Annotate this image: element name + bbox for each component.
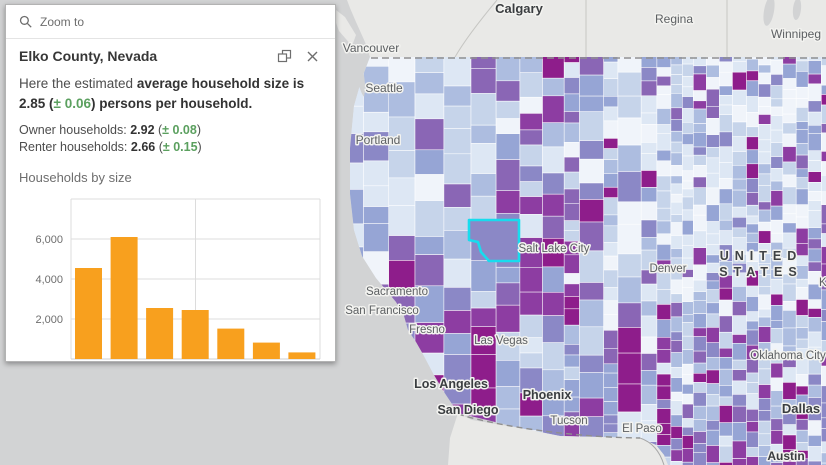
y-tick-label: 6,000	[35, 234, 63, 246]
city-label: Calgary	[495, 1, 543, 16]
dock-icon	[277, 49, 291, 63]
city-label: Portland	[356, 133, 401, 147]
city-label: Austin	[767, 449, 804, 463]
city-label: El Paso	[622, 423, 662, 435]
zoom-to-label: Zoom to	[40, 14, 85, 29]
city-label: Phoenix	[523, 388, 572, 402]
city-label: Oklahoma City	[750, 350, 826, 362]
popup: Zoom to Elko County, Nevada Here the est…	[5, 4, 336, 362]
lake	[792, 0, 802, 20]
bar	[146, 308, 174, 359]
zoom-to-button[interactable]: Zoom to	[6, 5, 335, 39]
city-label: Seattle	[365, 81, 403, 95]
renter-households-line: Renter households: 2.66 (± 0.15)	[19, 140, 202, 154]
close-button[interactable]	[303, 48, 321, 64]
tenure-stats: Owner households: 2.92 (± 0.08) Renter h…	[19, 122, 319, 156]
city-label: Las Vegas	[474, 335, 528, 347]
city-label: Winnipeg	[771, 27, 821, 41]
city-label: Los Angeles	[414, 377, 488, 391]
country-label: UNITED STATES	[718, 248, 803, 281]
city-label: Kansas City	[819, 277, 826, 289]
us-mexico-border	[457, 413, 641, 439]
zoom-to-icon	[19, 15, 32, 28]
city-label: San Diego	[437, 403, 498, 417]
margin-of-error: ± 0.08	[162, 123, 197, 137]
city-label: Sacramento	[366, 286, 428, 298]
chart-title: Households by size	[19, 170, 132, 185]
bar	[75, 268, 102, 359]
city-label: Tucson	[550, 415, 587, 427]
city-label: Regina	[655, 12, 693, 26]
popup-body: Here the estimated average household siz…	[6, 74, 335, 370]
rio-grande	[639, 437, 665, 465]
popup-title: Elko County, Nevada	[19, 48, 158, 64]
summary-text: Here the estimated average household siz…	[19, 76, 305, 111]
bar	[252, 342, 280, 359]
bar	[110, 237, 138, 359]
city-label: Vancouver	[343, 41, 399, 55]
city-label: San Francisco	[345, 305, 419, 317]
bar	[181, 310, 209, 359]
vancouver-island	[333, 10, 356, 46]
margin-of-error: ± 0.06	[53, 96, 91, 111]
dock-button[interactable]	[275, 48, 293, 64]
bar	[217, 328, 245, 359]
puget-sound	[354, 58, 366, 97]
bar	[288, 352, 316, 359]
map-city-labels: Calgary Regina Winnipeg Vancouver Seattle Por…	[341, 0, 826, 465]
svg-text:STATES: STATES	[719, 265, 802, 279]
households-by-size-chart: 2,000 4,000 6,000	[35, 198, 321, 360]
city-label: Denver	[649, 263, 686, 275]
city-label: Salt Lake City	[519, 243, 590, 255]
city-label: Dallas	[782, 401, 820, 416]
owner-households-line: Owner households: 2.92 (± 0.08)	[19, 123, 202, 137]
province-border	[454, 0, 728, 58]
lake	[763, 0, 775, 26]
popup-header: Elko County, Nevada	[6, 39, 335, 64]
y-tick-label: 4,000	[35, 274, 63, 286]
y-tick-label: 2,000	[35, 314, 63, 326]
svg-text:UNITED: UNITED	[720, 249, 803, 263]
margin-of-error: ± 0.15	[162, 140, 198, 154]
mexico-land	[448, 413, 668, 465]
city-label: Fresno	[409, 324, 445, 336]
close-icon	[307, 51, 317, 61]
selected-county-highlight[interactable]	[467, 218, 521, 263]
